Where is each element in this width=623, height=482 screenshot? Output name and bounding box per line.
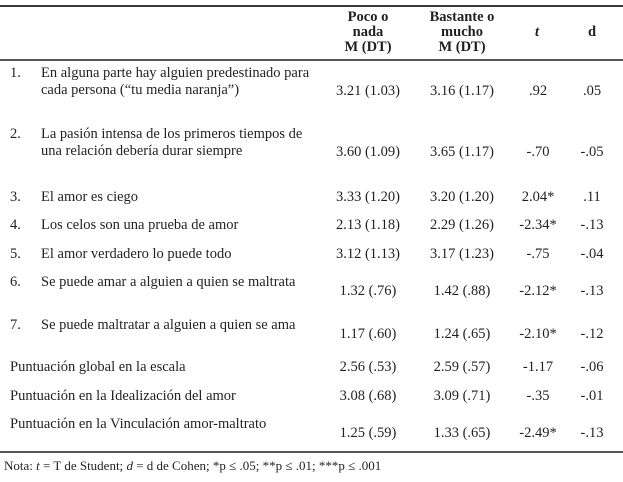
cell-t: -2.34* [519,217,557,233]
cell-bastante: 1.42 (.88) [433,283,491,299]
note-d-definition: = d de Cohen; *p ≤ .05; **p ≤ .01; ***p … [132,458,382,473]
cell-d: -.04 [580,246,604,262]
cell-t: -.70 [526,144,550,160]
cell-poco: 3.60 (1.09) [335,144,401,160]
cell-d: .05 [582,83,602,99]
item-label: Se puede amar a alguien a quien se maltr… [41,274,296,290]
cell-t: -2.49* [519,425,557,441]
header-line: nada [352,24,384,40]
cell-bastante: 1.33 (.65) [433,425,491,441]
cell-bastante: 2.29 (1.26) [429,217,495,233]
summary-label: Puntuación global en la escala [10,359,186,375]
cell-bastante: 3.20 (1.20) [429,189,495,205]
summary-label: Puntuación en la Vinculación amor-maltra… [10,416,267,432]
cell-d: -.01 [580,388,604,404]
note-d-symbol: d [126,458,133,473]
header-t: t [534,24,540,40]
item-number: 4. [10,217,21,233]
item-number: 6. [10,274,21,290]
item-number: 7. [10,317,21,333]
cell-t: -.35 [526,388,550,404]
cell-t: 2.04* [521,189,555,205]
cell-d: -.06 [580,359,604,375]
cell-bastante: 1.24 (.65) [433,326,491,342]
table-bottom-rule [0,451,623,453]
note-t-symbol: t [36,458,40,473]
header-bottom-rule [0,59,623,61]
cell-d: -.05 [580,144,604,160]
cell-t: -.75 [526,246,550,262]
cell-poco: 1.32 (.76) [339,283,397,299]
cell-t: -2.10* [519,326,557,342]
cell-d: -.13 [580,425,604,441]
cell-bastante: 2.59 (.57) [433,359,491,375]
cell-poco: 2.13 (1.18) [335,217,401,233]
table-top-rule [0,5,623,7]
cell-bastante: 3.09 (.71) [433,388,491,404]
header-d: d [587,24,597,40]
item-label: Los celos son una prueba de amor [41,217,239,233]
cell-d: .11 [583,189,601,205]
header-line: Poco o [347,9,389,25]
item-label: En alguna parte hay alguien predestinado… [41,65,310,98]
cell-bastante: 3.16 (1.17) [429,83,495,99]
cell-bastante: 3.65 (1.17) [429,144,495,160]
header-bastante-o-mucho: Bastante o mucho M (DT) [416,10,508,55]
item-number: 3. [10,189,21,205]
item-number: 2. [10,126,21,142]
header-line: M (DT) [438,39,486,55]
cell-t: -2.12* [519,283,557,299]
cell-d: -.13 [580,217,604,233]
note-t-definition: = T de Student; [39,458,127,473]
cell-t: -1.17 [522,359,554,375]
item-label: Se puede maltratar a alguien a quien se … [41,317,296,333]
cell-poco: 3.33 (1.20) [335,189,401,205]
item-label: El amor es ciego [41,189,139,205]
cell-d: -.13 [580,283,604,299]
cell-poco: 1.25 (.59) [339,425,397,441]
item-label: El amor verdadero lo puede todo [41,246,232,262]
cell-d: -.12 [580,326,604,342]
cell-poco: 3.21 (1.03) [335,83,401,99]
cell-poco: 3.08 (.68) [339,388,397,404]
cell-t: .92 [528,83,548,99]
header-poco-o-nada: Poco o nada M (DT) [328,10,408,55]
header-line: Bastante o [429,9,495,25]
note-prefix: Nota: [4,458,37,473]
cell-poco: 1.17 (.60) [339,326,397,342]
item-number: 1. [10,65,21,81]
table-note: Nota: t = T de Student; d = d de Cohen; … [4,458,381,474]
header-line: mucho [441,24,483,40]
cell-poco: 2.56 (.53) [339,359,397,375]
cell-poco: 3.12 (1.13) [335,246,401,262]
header-line: M (DT) [344,39,392,55]
summary-label: Puntuación en la Idealización del amor [10,388,236,404]
item-label: La pasión intensa de los primeros tiempo… [41,126,303,159]
item-number: 5. [10,246,21,262]
cell-bastante: 3.17 (1.23) [429,246,495,262]
